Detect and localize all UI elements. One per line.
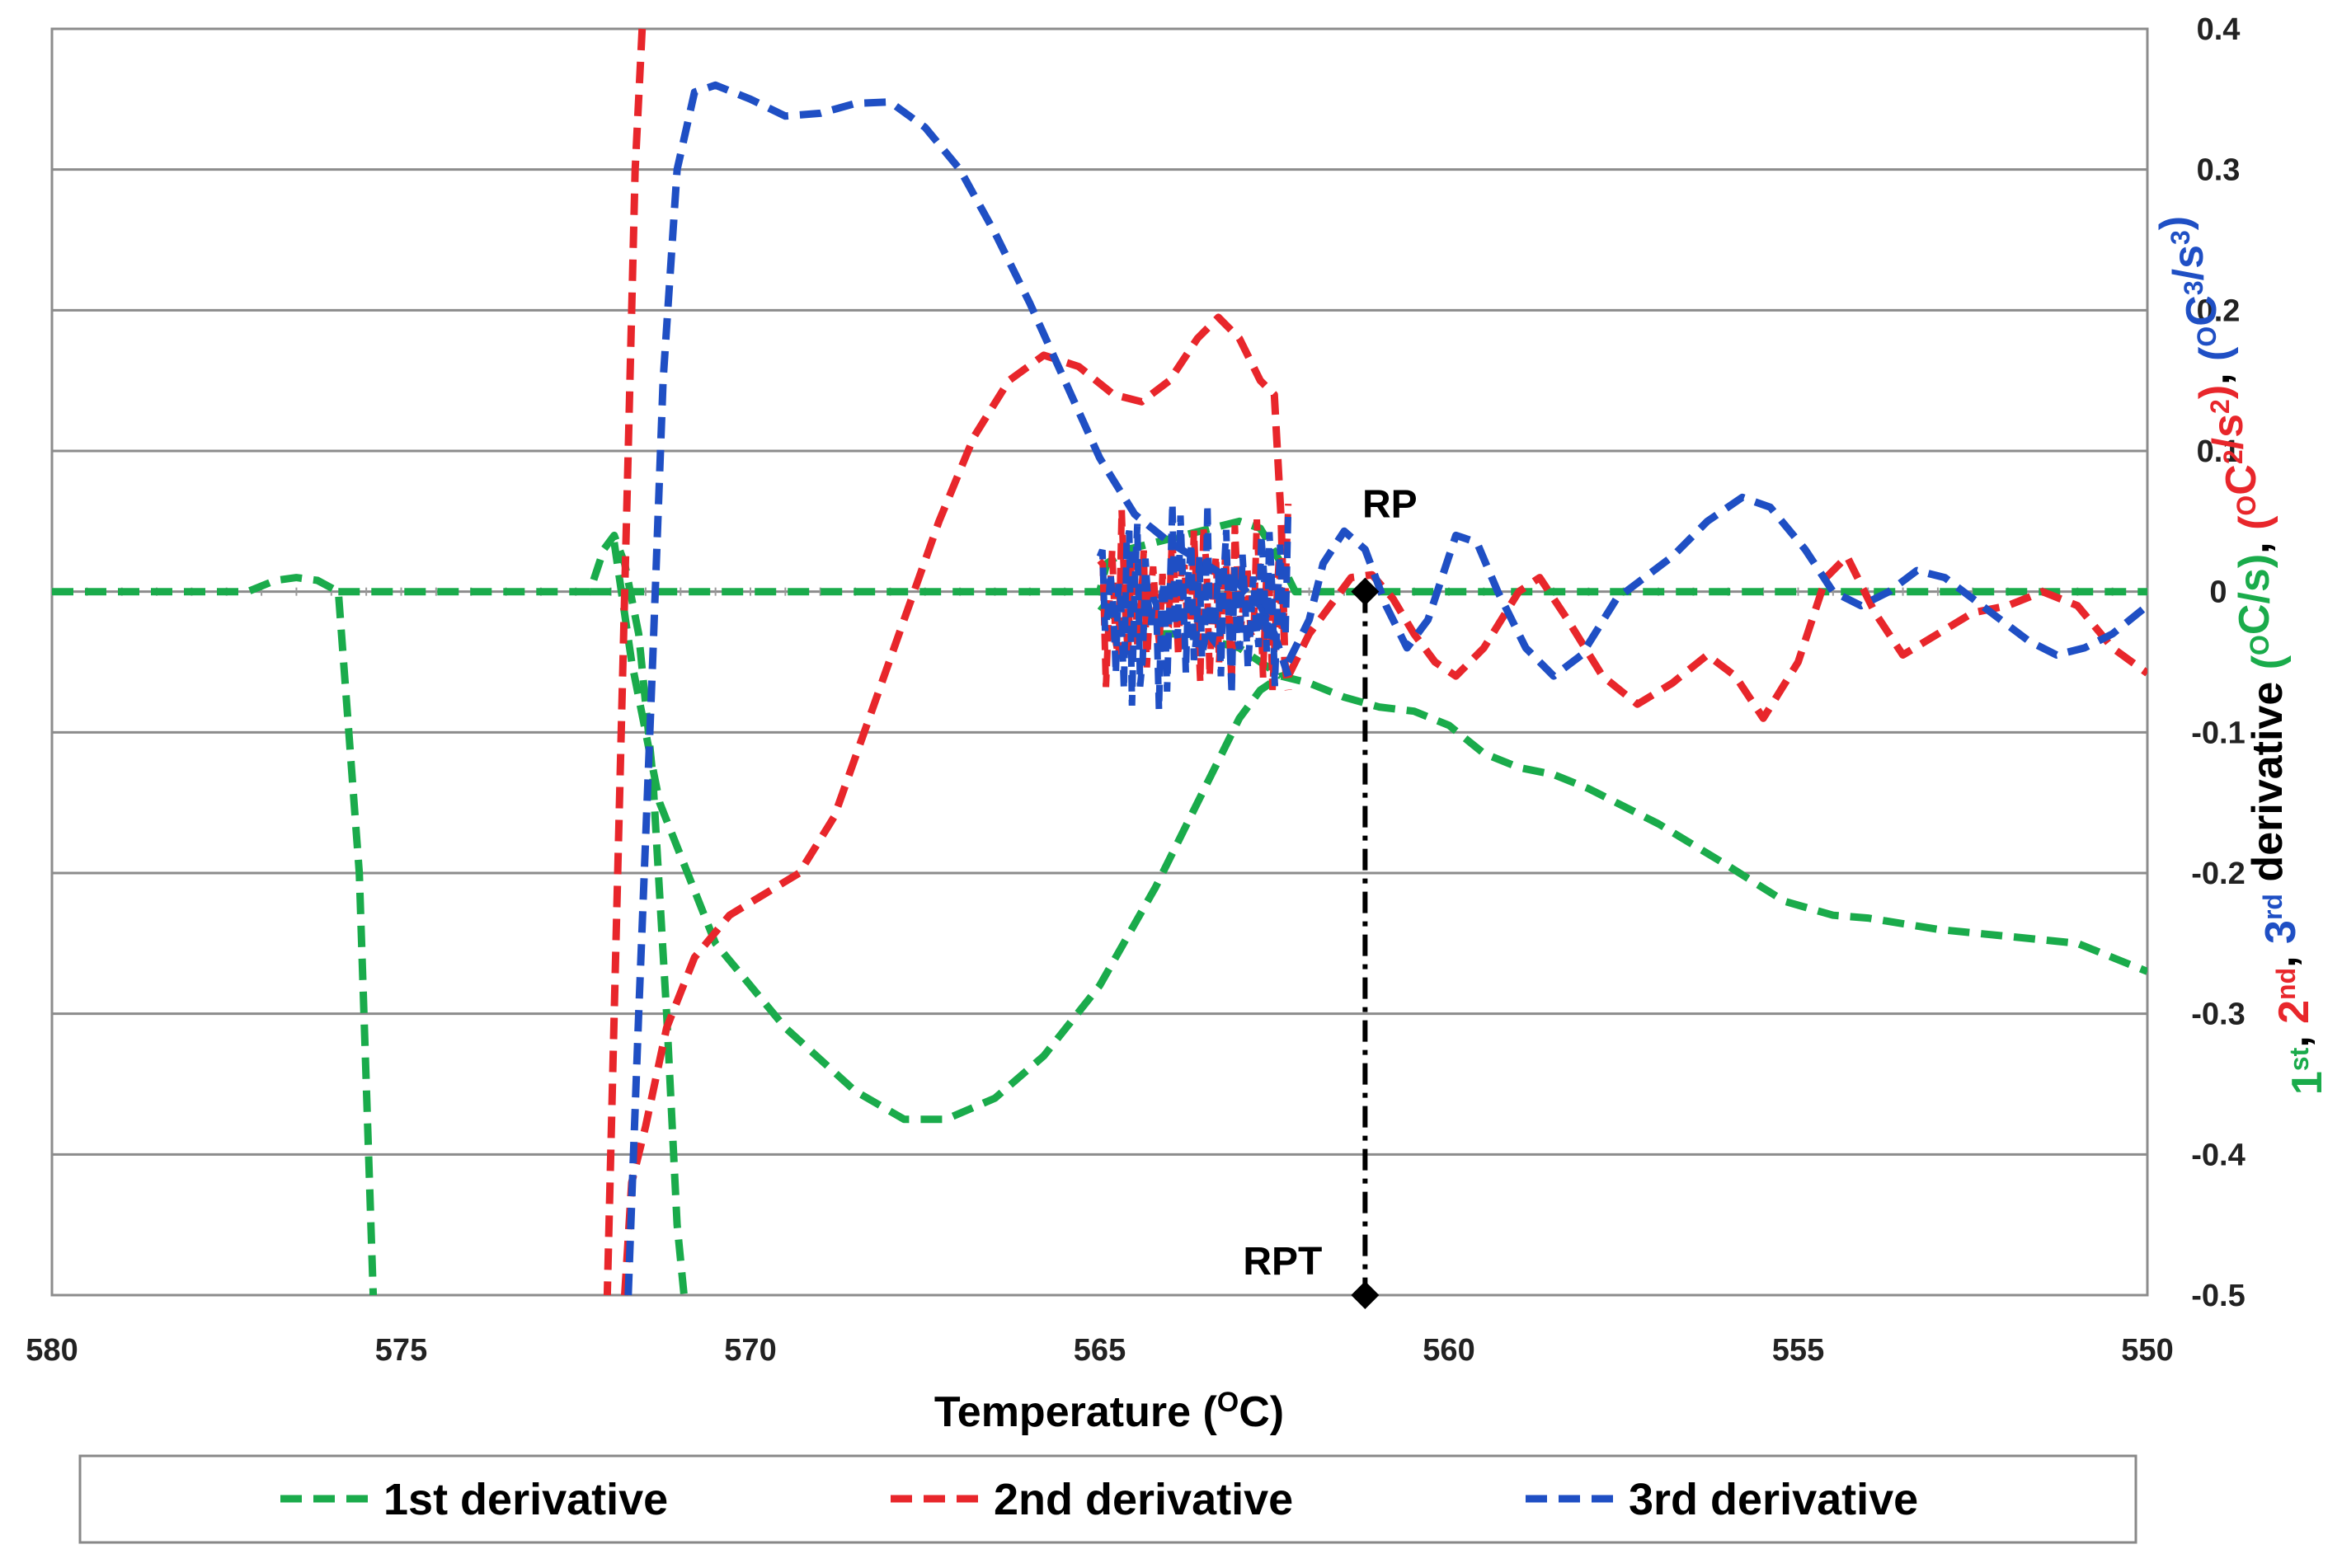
y-title-part: O: [2192, 326, 2222, 347]
y-title-part: /s: [2165, 245, 2213, 280]
y-title-part: st: [2284, 1047, 2314, 1071]
y-title-part: (: [2244, 655, 2292, 669]
x-tick-labels: 580 575 570 565 560 555 550: [26, 1333, 2173, 1368]
y-tick-label: -0.5: [2191, 1279, 2245, 1313]
y-axis-title: 1st, 2nd, 3rd derivative (OC/s), (OC2/s2…: [2152, 216, 2331, 1095]
y-title-part: C: [2217, 464, 2265, 495]
y-tick-label: -0.3: [2191, 998, 2245, 1032]
y-tick-label: -0.2: [2191, 857, 2245, 891]
legend: 1st derivative 2nd derivative 3rd derivati…: [78, 1454, 2137, 1544]
y-title-part: 2: [2218, 449, 2248, 464]
series-3-line: [1285, 493, 2147, 680]
y-title-part: C: [2178, 295, 2226, 326]
series-2-noise: [1097, 503, 1292, 691]
y-tick-label: 0: [2209, 575, 2227, 610]
marker-layer: RP RPT: [1243, 483, 1418, 1309]
series-2-line: [603, 28, 647, 1296]
x-axis-title: Temperature (OC): [934, 1387, 1284, 1436]
series-2-line: [621, 313, 1292, 1296]
legend-item: 3rd derivative: [1526, 1475, 1918, 1524]
y-title-part: 2: [2270, 1000, 2318, 1024]
y-title-part: 2: [2205, 399, 2235, 414]
legend-item: 1st derivative: [280, 1475, 668, 1524]
y-title-part: ,: [2270, 1024, 2318, 1048]
y-title-part: ,: [2191, 361, 2239, 385]
y-tick-label: 0.4: [2197, 12, 2241, 47]
marker-diamond: [1351, 1281, 1380, 1309]
series-layer: [52, 28, 2147, 1296]
x-tick-label: 575: [375, 1333, 427, 1368]
x-tick-label: 555: [1772, 1333, 1824, 1368]
series-1-line: [610, 542, 2147, 1124]
series-3: [624, 81, 2147, 1296]
legend-label: 2nd derivative: [994, 1475, 1293, 1524]
y-title-part: ): [2191, 385, 2239, 399]
y-title-part: (: [2191, 346, 2239, 361]
x-tick-label: 560: [1423, 1333, 1474, 1368]
y-title-part: ,: [2231, 530, 2279, 554]
legend-item: 2nd derivative: [891, 1475, 1293, 1524]
y-title-part: ,: [2257, 944, 2305, 968]
x-tick-label: 565: [1074, 1333, 1126, 1368]
y-title-part: rd: [2258, 894, 2288, 920]
legend-label: 3rd derivative: [1629, 1475, 1918, 1524]
y-title-part: 3: [2166, 230, 2195, 245]
y-tick-labels: 0.4 0.3 0.2 0.1 0 -0.1 -0.2 -0.3 -0.4 -0.5: [2191, 12, 2245, 1313]
x-tick-label: 570: [724, 1333, 776, 1368]
series-2-line: [1285, 552, 2147, 722]
y-tick-label: 0.1: [2197, 434, 2241, 469]
y-title-part: C/s): [2231, 554, 2279, 635]
y-tick-label: 0.2: [2197, 293, 2241, 328]
y-title-part: 3: [2179, 280, 2208, 295]
y-title-part: derivative: [2244, 669, 2292, 894]
y-title-part: 3: [2257, 920, 2305, 944]
x-tick-label: 550: [2121, 1333, 2173, 1368]
y-tick-label: -0.4: [2191, 1138, 2245, 1172]
y-title-part: 1: [2283, 1071, 2331, 1095]
series-1-line: [52, 574, 378, 1296]
series-1-line: [338, 531, 688, 1296]
series-3-noise: [1096, 503, 1292, 710]
annotation-rpt: RPT: [1243, 1240, 1322, 1284]
y-title-part: /s: [2204, 414, 2252, 449]
y-title-part: nd: [2271, 968, 2301, 1000]
y-title-part: ): [2152, 216, 2199, 230]
y-tick-label: 0.3: [2197, 153, 2241, 188]
y-tick-label: -0.1: [2191, 716, 2245, 750]
marker-diamond: [1351, 577, 1380, 606]
legend-label: 1st derivative: [383, 1475, 668, 1524]
y-title-part: O: [2231, 495, 2261, 516]
plot-border: [50, 27, 2149, 1297]
y-title-part: (: [2231, 515, 2279, 530]
y-title-part: O: [2245, 635, 2274, 655]
x-tick-label: 580: [26, 1333, 78, 1368]
series-2: [603, 28, 2147, 1296]
annotation-rp: RP: [1362, 483, 1418, 527]
